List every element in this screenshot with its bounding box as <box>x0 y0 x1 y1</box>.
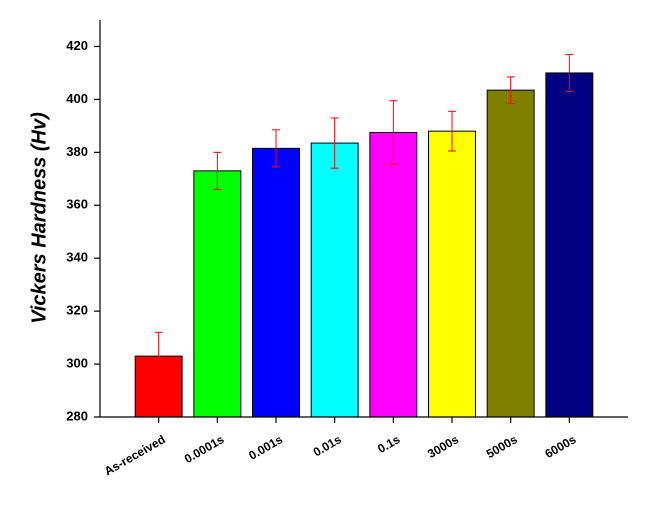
x-tick-label: As-received <box>102 432 168 478</box>
bar <box>252 147 300 418</box>
bar <box>428 130 476 418</box>
y-tick-label: 280 <box>66 408 88 423</box>
x-tick-label: 0.001s <box>246 432 285 463</box>
error-bar <box>154 331 163 381</box>
y-tick-label: 400 <box>66 91 88 106</box>
x-tick-label: 0.01s <box>311 432 344 459</box>
bar <box>310 142 359 418</box>
y-tick-label: 420 <box>66 38 88 53</box>
y-axis-label: Vickers Hardness (Hv) <box>28 112 50 324</box>
x-tick-label: 0.0001s <box>182 432 227 466</box>
x-tick-label: 3000s <box>425 432 461 461</box>
error-bar <box>213 151 222 190</box>
error-bar <box>448 110 456 152</box>
bar <box>486 89 535 418</box>
y-tick-label: 380 <box>66 144 88 159</box>
bar <box>369 131 418 418</box>
error-bar <box>565 53 574 92</box>
x-tick-label: 0.1s <box>375 432 403 456</box>
y-tick-label: 300 <box>66 356 88 371</box>
bar <box>545 72 594 418</box>
error-bar <box>506 76 515 104</box>
error-bar <box>272 129 280 168</box>
error-bar <box>389 100 398 165</box>
x-tick-label: 5000s <box>484 432 520 461</box>
y-tick-label: 320 <box>66 303 88 318</box>
bar <box>193 170 242 418</box>
error-bar <box>330 117 339 169</box>
y-tick-label: 340 <box>66 250 88 265</box>
x-tick-label: 6000s <box>543 432 579 461</box>
y-tick-label: 360 <box>66 197 88 212</box>
